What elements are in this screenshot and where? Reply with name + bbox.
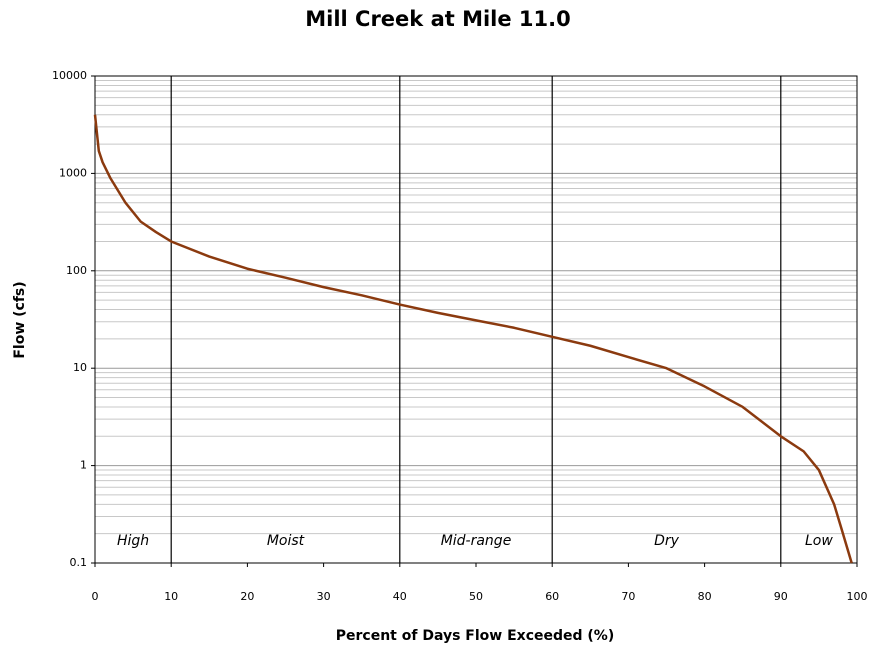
zone-label: Low — [805, 533, 833, 549]
y-tick-label: 10 — [73, 361, 87, 374]
x-tick-label: 70 — [621, 590, 635, 603]
x-tick-label: 90 — [774, 590, 788, 603]
x-tick-label: 30 — [317, 590, 331, 603]
zone-label: Dry — [654, 533, 680, 549]
y-tick-label: 1000 — [59, 166, 87, 179]
x-tick-label: 50 — [469, 590, 483, 603]
x-tick-label: 40 — [393, 590, 407, 603]
y-tick-label: 1 — [80, 459, 87, 472]
zone-label: High — [117, 533, 149, 549]
x-tick-label: 0 — [92, 590, 99, 603]
y-tick-label: 10000 — [52, 69, 87, 82]
x-axis-title: Percent of Days Flow Exceeded (%) — [336, 628, 614, 644]
chart-title: Mill Creek at Mile 11.0 — [305, 7, 571, 31]
plot-frame — [94, 75, 858, 564]
x-tick-label: 100 — [847, 590, 868, 603]
y-axis-title: Flow (cfs) — [12, 281, 28, 358]
y-tick-label: 0.1 — [70, 556, 88, 569]
x-tick-label: 10 — [164, 590, 178, 603]
zone-label: Mid-range — [441, 533, 512, 549]
zone-label: Moist — [267, 533, 305, 549]
flow-curve — [93, 114, 853, 564]
x-tick-label: 20 — [240, 590, 254, 603]
x-tick-label: 60 — [545, 590, 559, 603]
x-tick-label: 80 — [698, 590, 712, 603]
y-tick-label: 100 — [66, 264, 87, 277]
